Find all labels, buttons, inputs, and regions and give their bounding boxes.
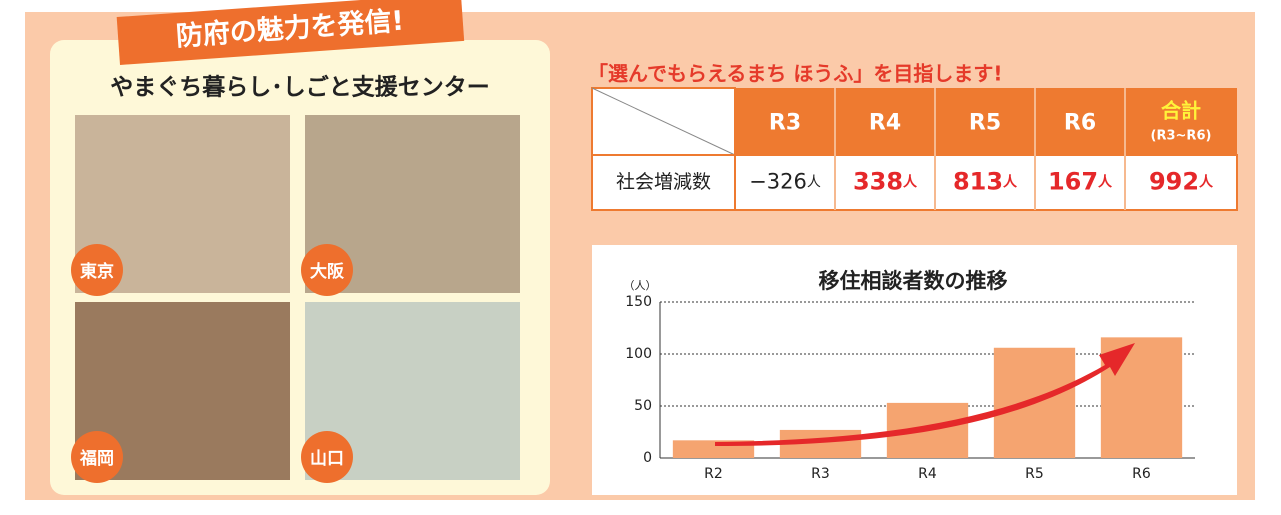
cell-number: 813 [953,168,1003,196]
page: 防府の魅力を発信! やまぐち暮らし･しごと支援センター 東京大阪福岡山口 「選ん… [0,0,1281,515]
table-header: R6 [1064,111,1096,136]
table-header: R3 [769,111,801,136]
y-tick-label: 150 [625,294,652,310]
cell-number: −326 [749,170,807,194]
heading: 「選んでもらえるまち ほうふ」を目指します! [588,62,1002,86]
cell-unit: 人 [1199,174,1214,191]
table-header: R5 [969,111,1001,136]
table-row-label: 社会増減数 [616,171,711,193]
table-total-header: 合計 [1161,99,1201,123]
cell-unit: 人 [1003,174,1018,191]
y-tick-label: 50 [634,398,652,414]
cell-number: 167 [1048,168,1098,196]
table-total-sub: (R3~R6) [1151,129,1212,144]
x-tick-label: R3 [811,466,830,482]
y-tick-label: 0 [643,450,652,466]
chart-title: 移住相談者数の推移 [819,269,1008,293]
cell-number: 338 [853,168,903,196]
cell-unit: 人 [807,175,821,191]
table-header: R4 [869,111,901,136]
cell-unit: 人 [903,174,918,191]
photo-label: 福岡 [79,448,114,469]
x-tick-label: R6 [1132,466,1151,482]
cell-number: 992 [1149,168,1199,196]
y-unit: （人） [624,279,657,292]
photo-label: 山口 [310,449,344,469]
x-tick-label: R2 [704,466,723,482]
x-tick-label: R5 [1025,466,1044,482]
y-tick-label: 100 [625,346,652,362]
photo-label: 大阪 [310,261,344,282]
cell-unit: 人 [1098,174,1113,191]
photo-label: 東京 [80,261,114,282]
x-tick-label: R4 [918,466,937,482]
center-title: やまぐち暮らし･しごと支援センター [110,74,490,101]
